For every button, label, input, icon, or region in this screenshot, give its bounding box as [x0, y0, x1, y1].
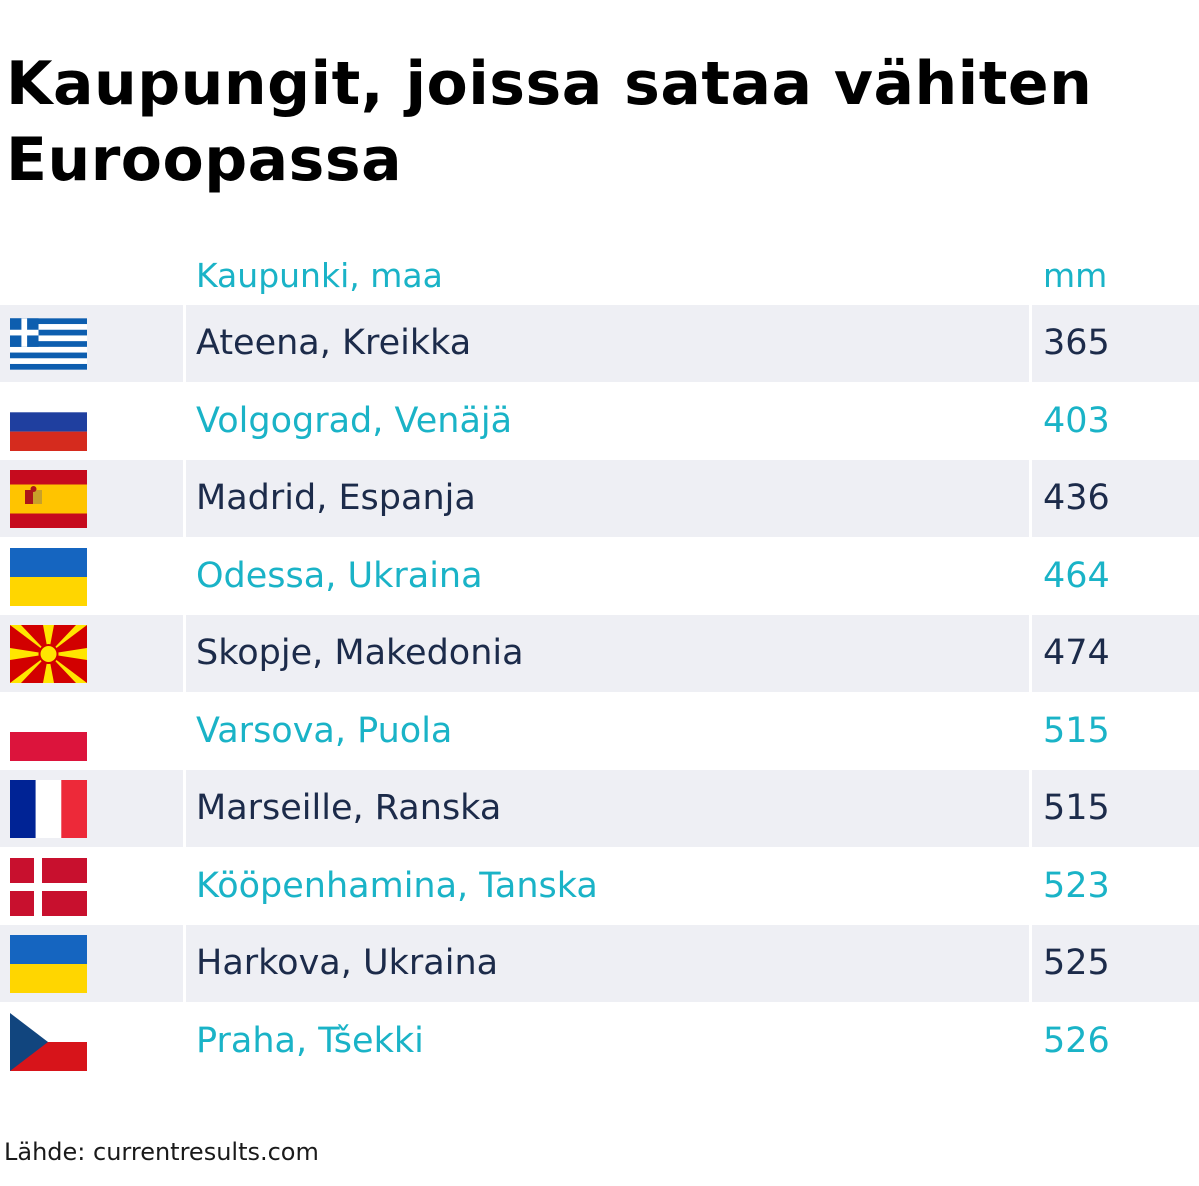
mm-cell: 525: [1032, 925, 1199, 1002]
column-header-city: Kaupunki, maa: [196, 256, 443, 295]
city-label: Ateena, Kreikka: [196, 323, 472, 363]
spain-flag-icon: [10, 470, 87, 528]
mm-value: 515: [1043, 788, 1110, 828]
city-label: Varsova, Puola: [196, 711, 453, 751]
table-row: Odessa, Ukraina 464: [0, 538, 1199, 615]
table-row: Skopje, Makedonia 474: [0, 615, 1199, 692]
mm-cell: 515: [1032, 693, 1199, 770]
mm-value: 526: [1043, 1021, 1110, 1061]
mm-cell: 464: [1032, 538, 1199, 615]
city-cell: Volgograd, Venäjä: [186, 383, 1029, 460]
table-row: Kööpenhamina, Tanska 523: [0, 848, 1199, 925]
mm-cell: 365: [1032, 305, 1199, 382]
mm-value: 436: [1043, 478, 1110, 518]
flag-cell: [0, 1003, 183, 1080]
poland-flag-icon: [10, 703, 87, 761]
city-label: Harkova, Ukraina: [196, 943, 499, 983]
russia-flag-icon: [10, 393, 87, 451]
city-cell: Ateena, Kreikka: [186, 305, 1029, 382]
city-cell: Marseille, Ranska: [186, 770, 1029, 847]
source-note: Lähde: currentresults.com: [4, 1138, 319, 1166]
city-cell: Madrid, Espanja: [186, 460, 1029, 537]
table-row: Varsova, Puola 515: [0, 693, 1199, 770]
table-row: Praha, Tšekki 526: [0, 1003, 1199, 1080]
mm-value: 403: [1043, 401, 1110, 441]
north-macedonia-flag-icon: [10, 625, 87, 683]
table-row: Harkova, Ukraina 525: [0, 925, 1199, 1002]
flag-cell: [0, 925, 183, 1002]
city-cell: Odessa, Ukraina: [186, 538, 1029, 615]
table-row: Ateena, Kreikka 365: [0, 305, 1199, 382]
mm-cell: 523: [1032, 848, 1199, 925]
table-row: Volgograd, Venäjä 403: [0, 383, 1199, 460]
city-cell: Praha, Tšekki: [186, 1003, 1029, 1080]
city-cell: Skopje, Makedonia: [186, 615, 1029, 692]
mm-value: 525: [1043, 943, 1110, 983]
city-label: Skopje, Makedonia: [196, 633, 524, 673]
mm-value: 515: [1043, 711, 1110, 751]
city-label: Madrid, Espanja: [196, 478, 476, 518]
flag-cell: [0, 538, 183, 615]
flag-cell: [0, 693, 183, 770]
ukraine-flag-icon: [10, 935, 87, 993]
city-cell: Kööpenhamina, Tanska: [186, 848, 1029, 925]
city-cell: Varsova, Puola: [186, 693, 1029, 770]
column-header-mm: mm: [1043, 256, 1108, 295]
flag-cell: [0, 383, 183, 460]
flag-cell: [0, 305, 183, 382]
mm-cell: 436: [1032, 460, 1199, 537]
city-label: Praha, Tšekki: [196, 1021, 424, 1061]
denmark-flag-icon: [10, 858, 87, 916]
flag-cell: [0, 848, 183, 925]
city-label: Volgograd, Venäjä: [196, 401, 513, 441]
flag-cell: [0, 615, 183, 692]
mm-value: 365: [1043, 323, 1110, 363]
page-title: Kaupungit, joissa sataa vähiten Euroopas…: [6, 49, 1093, 195]
czechia-flag-icon: [10, 1013, 87, 1071]
mm-value: 523: [1043, 866, 1110, 906]
mm-value: 464: [1043, 556, 1110, 596]
greece-flag-icon: [10, 315, 87, 373]
mm-cell: 474: [1032, 615, 1199, 692]
table-row: Marseille, Ranska 515: [0, 770, 1199, 847]
mm-cell: 515: [1032, 770, 1199, 847]
city-label: Kööpenhamina, Tanska: [196, 866, 598, 906]
city-label: Marseille, Ranska: [196, 788, 502, 828]
city-cell: Harkova, Ukraina: [186, 925, 1029, 1002]
flag-cell: [0, 770, 183, 847]
france-flag-icon: [10, 780, 87, 838]
mm-value: 474: [1043, 633, 1110, 673]
table-row: Madrid, Espanja 436: [0, 460, 1199, 537]
ukraine-flag-icon: [10, 548, 87, 606]
mm-cell: 403: [1032, 383, 1199, 460]
mm-cell: 526: [1032, 1003, 1199, 1080]
flag-cell: [0, 460, 183, 537]
city-label: Odessa, Ukraina: [196, 556, 483, 596]
